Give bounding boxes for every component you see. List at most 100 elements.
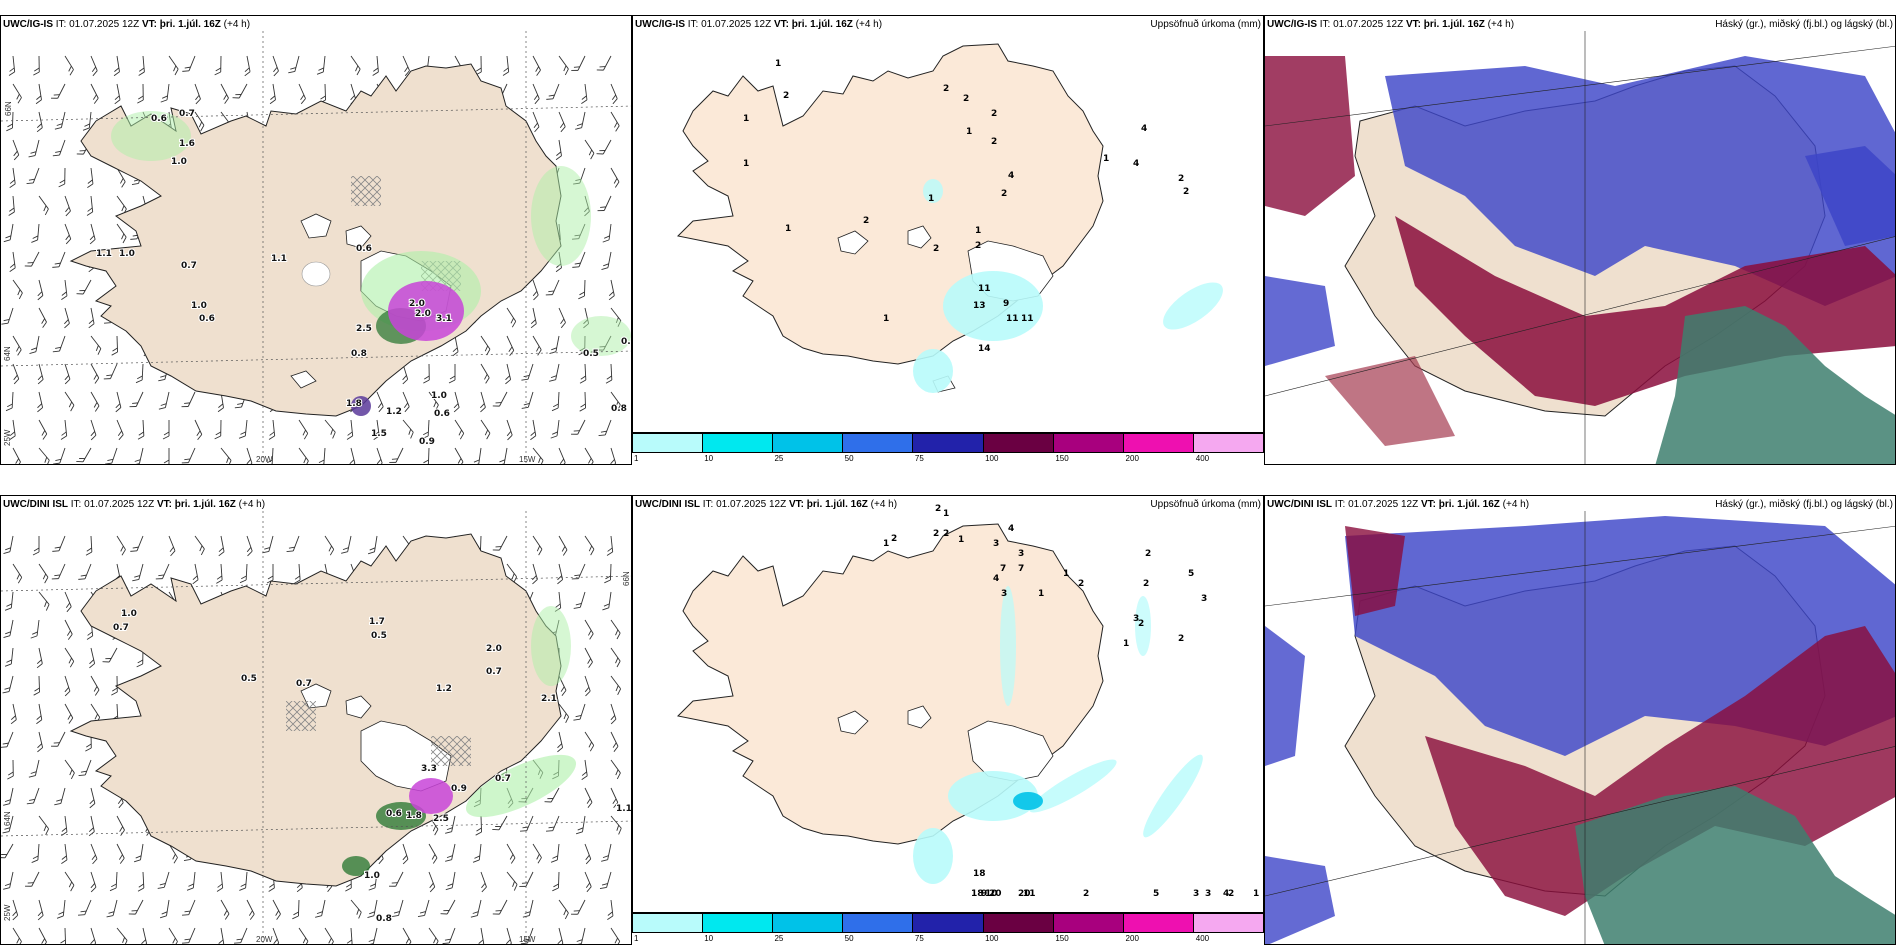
value-label: 1 (966, 127, 972, 137)
grid-line (1, 575, 631, 592)
wind-barb (181, 53, 196, 75)
wind-barb (500, 55, 510, 76)
value-label: 0.6 (151, 114, 167, 124)
value-label: 3.3 (421, 764, 437, 774)
colorbar-segment (1123, 914, 1194, 932)
precip-shading-1-10 (913, 828, 953, 884)
value-label: 1 (883, 314, 889, 324)
colorbar-segment (913, 914, 984, 932)
axis-label-lon25: 25W (3, 429, 12, 446)
grid-line (1, 105, 631, 122)
low-cloud-blue (1385, 56, 1895, 306)
wind-barb (501, 307, 518, 328)
value-label: 20 (1018, 889, 1031, 899)
grid-line (1265, 746, 1895, 897)
colorbar-tick-label: 400 (1195, 934, 1210, 943)
wind-barb (59, 703, 75, 724)
precip-shading-1-10 (943, 271, 1043, 341)
wind-barb (110, 55, 121, 77)
panel-title: UWC/IG-IS IT: 01.07.2025 12Z VT: þri. 1.… (635, 19, 883, 30)
wind-barb (6, 139, 21, 161)
colorbar-segment (703, 434, 774, 452)
wind-barb (551, 871, 560, 892)
wind-barb (527, 843, 544, 864)
wind-barb (54, 110, 66, 131)
wind-barb (32, 899, 45, 921)
wind-barb (240, 535, 254, 557)
wind-barb (239, 563, 248, 584)
wind-barb (605, 759, 623, 780)
wind-barb (596, 136, 612, 158)
wind-barb (423, 927, 441, 944)
wind-barb (545, 277, 560, 298)
wind-barb (136, 419, 145, 440)
wind-barb (500, 419, 514, 441)
wind-barb (345, 55, 363, 76)
wind-barb (84, 927, 98, 944)
value-label: 1 (928, 194, 934, 204)
wind-barb (129, 389, 144, 410)
wind-barb (501, 335, 516, 357)
wind-barb (214, 419, 222, 440)
colorbar-tick-label: 50 (844, 934, 854, 943)
wind-barb (286, 533, 300, 555)
wind-barb (293, 419, 310, 440)
axis-label-lon25: 25W (3, 904, 12, 921)
value-label: 0.6 (386, 809, 402, 819)
wind-barb (32, 391, 44, 413)
wind-barb (319, 927, 336, 944)
wind-barb (133, 842, 144, 864)
wind-barb (53, 785, 66, 807)
value-label: 0.7 (113, 623, 129, 633)
wind-barb (605, 111, 622, 132)
wind-barb (32, 647, 44, 669)
axis-label-lat64: 64N (3, 346, 12, 361)
wind-barb (214, 55, 222, 76)
wind-barb (492, 388, 508, 410)
wind-barb (59, 759, 77, 780)
wind-barb (492, 896, 508, 918)
value-label: 3 (1001, 589, 1007, 599)
wind-barb (82, 110, 92, 132)
wind-barb (188, 563, 200, 585)
wind-barb (293, 927, 311, 944)
value-label: 0.7 (486, 667, 502, 677)
wind-barb (58, 195, 72, 217)
colorbar-row2 (632, 913, 1264, 933)
precip-shading-light (111, 111, 191, 161)
wind-barb (553, 307, 568, 329)
precip-shading-light (465, 754, 577, 818)
wind-barb (572, 701, 586, 723)
wind-barb (423, 843, 439, 864)
panel-title: UWC/IG-IS IT: 01.07.2025 12Z VT: þri. 1.… (3, 19, 251, 30)
wind-barb (293, 83, 308, 105)
wind-barb (471, 446, 482, 464)
wind-barb (605, 927, 622, 944)
wind-barb (287, 53, 300, 75)
wind-barb (136, 927, 148, 944)
value-label: 1 (1038, 589, 1044, 599)
wind-barb (367, 534, 378, 556)
wind-barb (550, 418, 560, 440)
precip-shading-1-10 (923, 179, 943, 203)
wind-barb (527, 535, 545, 556)
wind-barb (605, 815, 624, 835)
colorbar-tick-label: 10 (704, 934, 714, 943)
wind-barb (475, 363, 492, 384)
value-label: 2 (1183, 187, 1189, 197)
wind-barb (84, 535, 93, 556)
wind-barb (1, 840, 14, 861)
wind-barb (267, 899, 283, 921)
wind-barb (549, 334, 560, 356)
value-label: 2 (991, 137, 997, 147)
wind-barb (75, 444, 92, 464)
wind-barb (527, 83, 541, 105)
wind-barb (33, 447, 52, 464)
value-label: 0.8 (611, 404, 627, 414)
wind-barb (30, 618, 40, 640)
value-label: 3 (1205, 889, 1211, 899)
wind-barb (261, 533, 274, 555)
wind-barb (50, 80, 66, 102)
colorbar-segment (1053, 434, 1124, 452)
wind-barb (32, 55, 40, 76)
